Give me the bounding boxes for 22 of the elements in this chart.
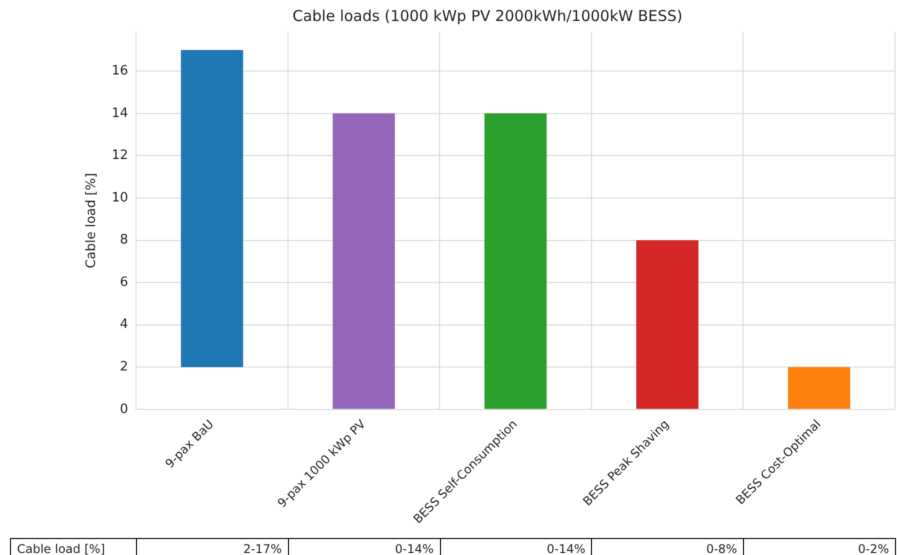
y-tick-label: 12 (112, 148, 128, 164)
text: Cable load [%] (10, 538, 138, 555)
y-tick-label: 6 (120, 274, 128, 290)
text: 0-8% (591, 538, 744, 555)
y-tick-label: 10 (112, 190, 128, 206)
text: 0-2% (743, 538, 896, 555)
text: 2-17% (136, 538, 289, 555)
bar (332, 113, 395, 409)
y-tick-label: 8 (120, 232, 128, 248)
bar (180, 50, 244, 368)
y-tick-label: 2 (120, 360, 128, 375)
y-axis-title: Cable load [%] (84, 172, 100, 268)
bar (788, 367, 850, 409)
chart-title: Cable loads (1000 kWp PV 2000kWh/1000kW BESS) (292, 6, 683, 25)
text: 0-14% (288, 538, 441, 555)
bar (636, 240, 698, 409)
y-tick-label: 14 (112, 106, 128, 121)
y-tick-label: 0 (120, 402, 128, 417)
y-tick-label: 16 (112, 63, 128, 78)
text: 0-14% (440, 538, 592, 555)
y-tick-label: 4 (120, 317, 128, 332)
bar (484, 113, 547, 409)
